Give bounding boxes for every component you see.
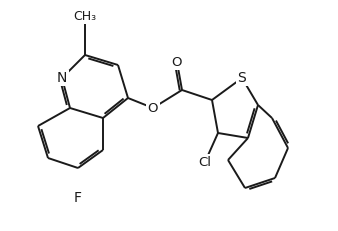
Text: S: S <box>238 71 246 85</box>
Text: Cl: Cl <box>198 155 212 168</box>
Text: O: O <box>172 55 182 69</box>
Text: O: O <box>148 101 158 115</box>
Text: F: F <box>74 191 82 205</box>
Text: CH₃: CH₃ <box>73 9 97 22</box>
Text: N: N <box>57 71 67 85</box>
